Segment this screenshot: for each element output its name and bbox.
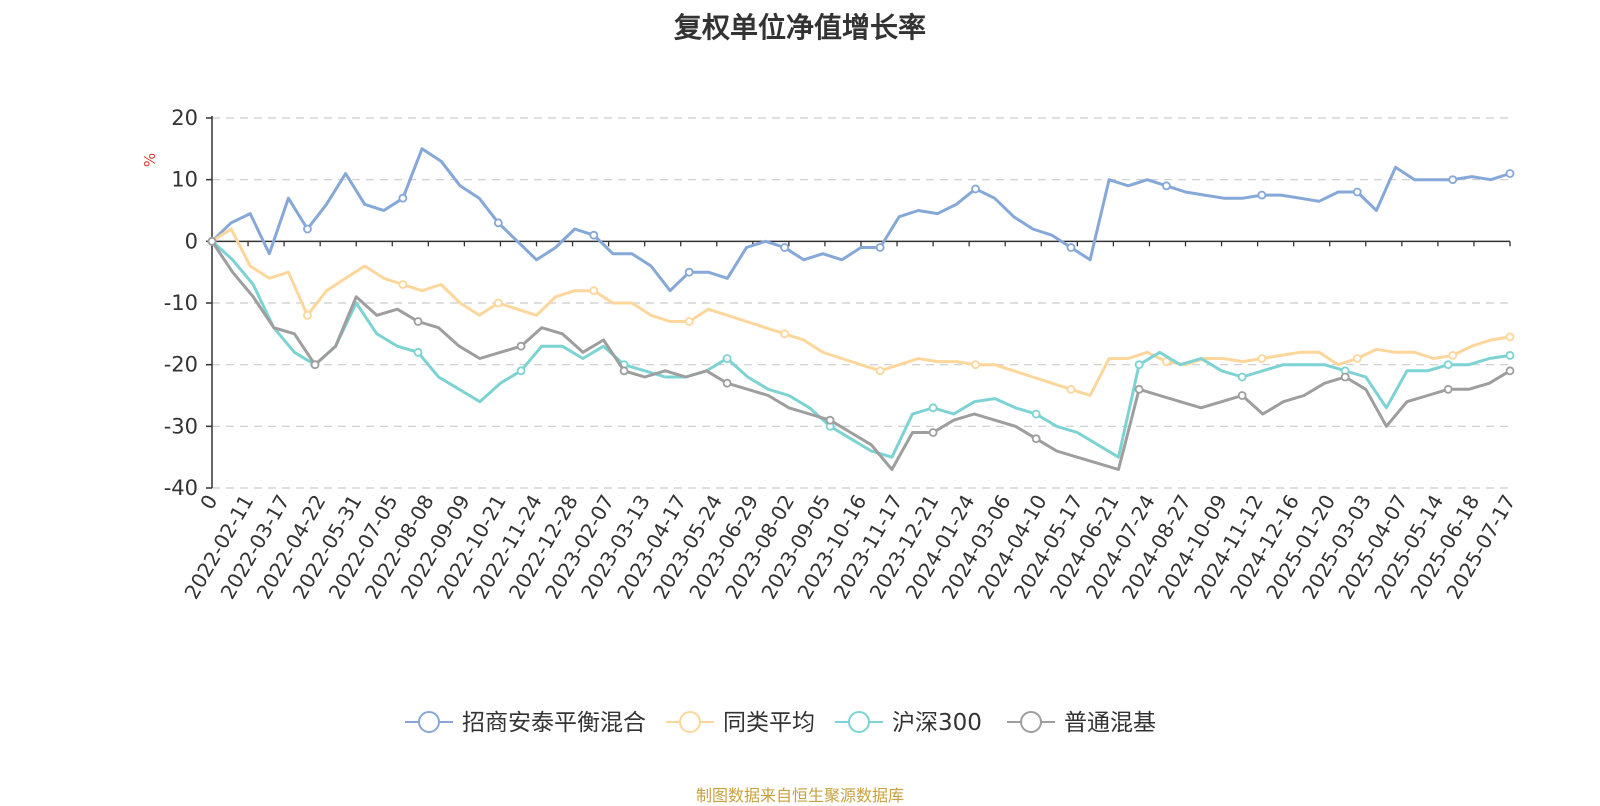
data-point	[493, 298, 503, 308]
y-tick-label: 0	[185, 229, 198, 253]
data-point	[493, 218, 503, 228]
data-point	[928, 403, 938, 413]
data-point	[875, 243, 885, 252]
data-point	[1066, 243, 1076, 252]
grid-lines	[212, 117, 1510, 489]
data-point	[516, 366, 526, 376]
data-point	[303, 310, 312, 320]
data-point	[413, 347, 423, 357]
legend-marker	[418, 711, 440, 733]
legend-label: 沪深300	[892, 710, 982, 736]
data-point	[825, 415, 835, 425]
data-source-note: 制图数据来自恒生聚源数据库	[695, 786, 904, 805]
legend-marker	[848, 711, 870, 733]
data-point	[516, 341, 526, 351]
data-point	[780, 243, 790, 252]
legend-item-2[interactable]: 同类平均	[666, 710, 815, 736]
legend-item-4[interactable]: 普通混基	[1007, 710, 1156, 736]
legend-marker	[1020, 711, 1042, 733]
legend[interactable]: 招商安泰平衡混合 同类平均 沪深300 普通混基	[405, 710, 1156, 736]
data-point	[971, 360, 980, 370]
series-line	[210, 240, 1511, 471]
data-point	[1257, 190, 1267, 200]
data-point	[1066, 384, 1076, 394]
legend-item-1[interactable]: 招商安泰平衡混合	[405, 710, 646, 736]
data-point	[1031, 434, 1041, 444]
series-3	[207, 236, 1515, 459]
legend-label: 招商安泰平衡混合	[462, 710, 646, 736]
y-tick-label: -40	[164, 476, 198, 500]
data-point	[303, 224, 312, 234]
data-point	[1134, 384, 1144, 394]
data-point	[1031, 409, 1041, 419]
data-point	[1505, 332, 1515, 342]
x-tick-label: 0	[195, 491, 222, 514]
data-point	[619, 366, 629, 376]
data-point	[1448, 351, 1458, 360]
x-axis: 02022-02-112022-03-172022-04-222022-05-3…	[179, 240, 1520, 603]
data-point	[971, 184, 980, 194]
data-point	[1237, 391, 1247, 400]
y-tick-label: -20	[164, 353, 198, 377]
legend-label: 普通混基	[1064, 710, 1156, 736]
data-point	[684, 267, 694, 277]
series-line	[211, 227, 1511, 397]
data-point	[1340, 372, 1350, 382]
data-point	[1162, 181, 1171, 191]
data-point	[589, 286, 599, 296]
legend-marker	[679, 711, 701, 733]
data-point	[1443, 360, 1453, 370]
data-point	[413, 317, 423, 326]
chart-title: 复权单位净值增长率	[673, 11, 926, 44]
legend-label: 同类平均	[723, 710, 815, 736]
data-point	[684, 317, 694, 326]
data-point	[1505, 366, 1515, 376]
data-point	[207, 236, 217, 246]
series-2	[207, 227, 1515, 397]
data-point	[1352, 187, 1362, 197]
data-point	[1352, 354, 1362, 363]
data-point	[1448, 175, 1458, 185]
data-point	[780, 329, 790, 339]
data-point	[1134, 360, 1144, 370]
y-axis-unit: %	[141, 153, 159, 167]
data-point	[398, 193, 408, 203]
data-point	[1505, 351, 1515, 360]
series-1	[207, 147, 1515, 293]
data-point	[928, 428, 938, 437]
data-point	[398, 280, 408, 289]
data-point	[1505, 169, 1515, 178]
series-line	[210, 240, 1511, 459]
data-point	[1257, 354, 1267, 363]
y-tick-label: 10	[171, 168, 198, 192]
data-point	[722, 378, 732, 388]
series-lines	[207, 147, 1515, 471]
data-point	[1237, 372, 1247, 382]
legend-item-3[interactable]: 沪深300	[835, 710, 982, 736]
data-point	[1443, 384, 1453, 394]
data-point	[722, 354, 732, 363]
data-point	[310, 360, 320, 370]
series-line	[210, 147, 1511, 293]
y-tick-label: -30	[164, 414, 198, 438]
series-4	[207, 236, 1515, 471]
data-point	[589, 230, 599, 240]
y-tick-label: 20	[171, 106, 198, 130]
data-point	[875, 366, 885, 376]
y-tick-label: -10	[164, 291, 198, 315]
y-axis: 20 10 0 -10 -20 -30 -40%	[141, 106, 213, 500]
